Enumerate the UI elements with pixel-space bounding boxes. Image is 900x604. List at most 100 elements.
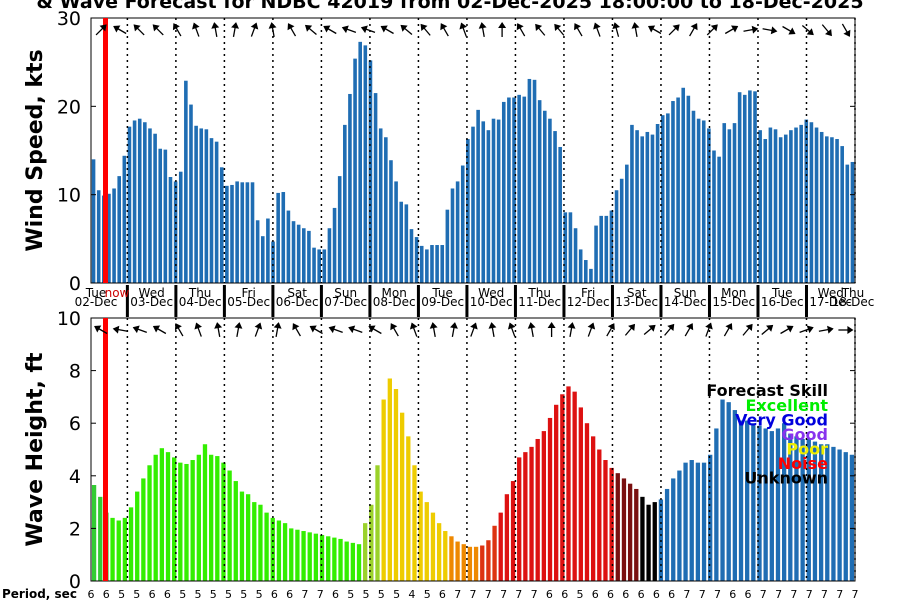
wind-bar: [148, 128, 152, 283]
wind-now-line: [103, 18, 108, 283]
wind-bar: [178, 171, 183, 283]
period-value: 6: [88, 588, 95, 600]
wave-bar: [695, 462, 701, 581]
wave-bar: [461, 544, 466, 581]
wind-bar: [537, 100, 542, 284]
period-value: 7: [683, 588, 690, 600]
wave-bar: [233, 481, 238, 581]
wave-bar: [615, 473, 620, 581]
direction-arrow-icon: [133, 24, 145, 36]
wind-bar: [701, 120, 706, 283]
period-value: 5: [118, 588, 125, 600]
wind-bar: [666, 113, 670, 284]
now-label: now: [105, 286, 130, 300]
wind-bar: [830, 137, 834, 283]
wind-bar: [850, 161, 855, 283]
wind-ytick-label: 10: [57, 185, 81, 207]
wind-bar: [804, 119, 809, 283]
period-value: 5: [347, 588, 354, 600]
wind-bar: [619, 178, 624, 283]
wind-bar: [573, 228, 578, 283]
period-value: 5: [363, 588, 370, 600]
direction-arrow-icon: [429, 322, 438, 338]
wave-bar: [517, 457, 522, 581]
direction-arrow-icon: [478, 22, 487, 38]
period-value: 6: [546, 588, 553, 600]
period-value: 7: [699, 588, 706, 600]
wave-bar: [627, 483, 633, 581]
wind-bar: [327, 228, 332, 283]
date-label: 03-Dec: [130, 295, 173, 309]
wave-bar: [430, 512, 436, 581]
wind-bar: [732, 123, 737, 284]
wind-bar: [337, 176, 342, 283]
wind-bar: [835, 139, 839, 283]
legend-title: Forecast Skill: [706, 381, 828, 400]
wave-bar: [301, 531, 306, 581]
day-name-label: Mon: [721, 286, 746, 300]
wind-bar: [368, 60, 373, 284]
period-value: 6: [622, 588, 629, 600]
wind-bar: [322, 249, 327, 283]
wave-bar: [535, 438, 540, 581]
wave-bar: [326, 536, 331, 581]
direction-arrow-icon: [268, 22, 277, 38]
wind-bar: [758, 130, 762, 283]
wave-bar: [584, 423, 590, 581]
wind-bar: [122, 155, 127, 283]
wind-bar: [343, 124, 347, 283]
wave-bar: [307, 532, 312, 581]
wave-bar: [141, 478, 146, 581]
period-value: 6: [668, 588, 675, 600]
wind-bar: [517, 94, 521, 283]
wind-bar: [194, 125, 198, 284]
wind-bar: [312, 247, 316, 283]
direction-arrow-icon: [841, 23, 851, 37]
wind-bar: [107, 193, 111, 283]
wind-bar: [507, 97, 511, 283]
period-value: 6: [103, 588, 110, 600]
wave-bar: [473, 546, 479, 581]
wind-bar: [825, 136, 829, 283]
direction-arrow-icon: [194, 322, 202, 337]
wind-bar: [737, 92, 742, 283]
wind-bar: [691, 110, 696, 283]
wind-bar: [276, 192, 280, 283]
wind-bar: [291, 221, 296, 283]
direction-arrow-icon: [821, 24, 832, 37]
wave-bar: [757, 425, 762, 581]
period-value: 7: [301, 588, 308, 600]
wave-now-line: [103, 318, 108, 581]
period-value: 6: [271, 588, 278, 600]
wave-bar: [714, 428, 719, 581]
wave-bar: [449, 536, 454, 581]
wave-bar: [122, 517, 128, 581]
wind-bar: [491, 118, 496, 283]
wave-bar: [504, 494, 510, 581]
wind-bar: [460, 165, 465, 283]
direction-arrow-icon: [234, 322, 243, 338]
direction-arrow-icon: [516, 23, 526, 37]
direction-arrow-icon: [450, 322, 458, 338]
wind-bar: [625, 164, 629, 283]
direction-arrow-icon: [95, 24, 107, 36]
wave-bar: [276, 520, 282, 581]
direction-arrow-icon: [818, 325, 834, 334]
wave-ytick-label: 10: [57, 308, 81, 330]
wind-bar: [353, 58, 357, 283]
wind-bar: [578, 249, 583, 283]
wave-bar: [418, 491, 423, 581]
direction-arrow-icon: [304, 24, 317, 35]
day-name-label: Sat: [287, 286, 307, 300]
wave-ytick-label: 6: [69, 413, 81, 435]
wind-bar: [245, 182, 250, 283]
wind-bar: [558, 146, 562, 283]
period-value: 6: [745, 588, 752, 600]
period-value: 7: [500, 588, 507, 600]
wave-bar: [245, 494, 251, 581]
wind-bar: [378, 128, 383, 283]
wind-bar: [373, 93, 378, 283]
day-divider-tick: [659, 285, 663, 317]
day-divider-tick: [562, 285, 566, 317]
